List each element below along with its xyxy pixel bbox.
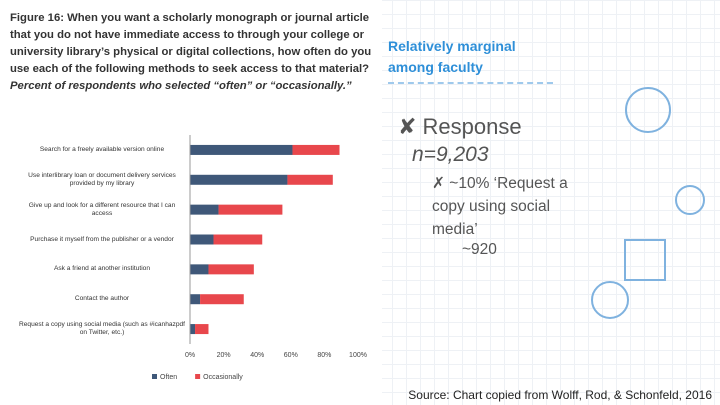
bar-segment [213,234,263,245]
heading: Relatively marginal among faculty [388,36,553,84]
y-tick-label: Purchase it myself from the publisher or… [30,235,174,243]
bar-segment [190,264,209,275]
legend-swatch [195,374,201,379]
y-tick-label: Contact the author [74,295,130,303]
y-tick-label: Request a copy using social media (such … [18,321,186,337]
x-tick-label: 0% [185,352,195,359]
subtitle: Percent of respondents who selected “oft… [10,80,352,92]
sub-count: ~920 [462,241,497,258]
bar-segment [287,174,333,185]
legend-label: Occasionally [203,374,243,381]
y-tick-label: Search for a freely available version on… [39,145,165,153]
chart: 0% 20% 40% 60% 80% 100% Often Occasionally [152,135,367,381]
doodle [624,239,666,281]
x-tick-label: 100% [349,352,367,359]
source: Source: Chart copied from Wolff, Rod, & … [408,388,712,402]
bar-segment [190,324,196,335]
bar-segment [218,204,283,215]
chart-title: Figure 16: When you want a scholarly mon… [10,10,382,95]
sample-size: n=9,203 [412,143,489,166]
y-tick-label: Give up and look for a different resourc… [28,201,176,217]
chart-panel [0,0,382,405]
title-text: Figure 16: When you want a scholarly mon… [10,12,372,75]
bar-segment [195,324,209,335]
bullet: ✘ Response [398,114,522,139]
y-tick-label: Ask a friend at another institution [53,265,151,273]
bar-segment [190,234,214,245]
x-tick-label: 40% [250,352,264,359]
bar-segment [292,144,340,155]
bar-segment [200,294,244,305]
legend-label: Often [160,374,177,381]
bar-segment [208,264,254,275]
bar-segment [190,174,288,185]
y-tick-label: Use interlibrary loan or document delive… [28,171,176,187]
x-tick-label: 20% [217,352,231,359]
bar-segment [190,294,201,305]
bar-segment [190,204,219,215]
doodle [625,87,671,133]
legend-swatch [152,374,157,379]
sub-bullet: ✗ ~10% ‘Request a copy using social medi… [432,175,568,238]
doodle [675,185,705,215]
doodle [591,281,629,319]
x-tick-label: 60% [284,352,298,359]
bar-segment [190,144,293,155]
x-tick-label: 80% [317,352,331,359]
